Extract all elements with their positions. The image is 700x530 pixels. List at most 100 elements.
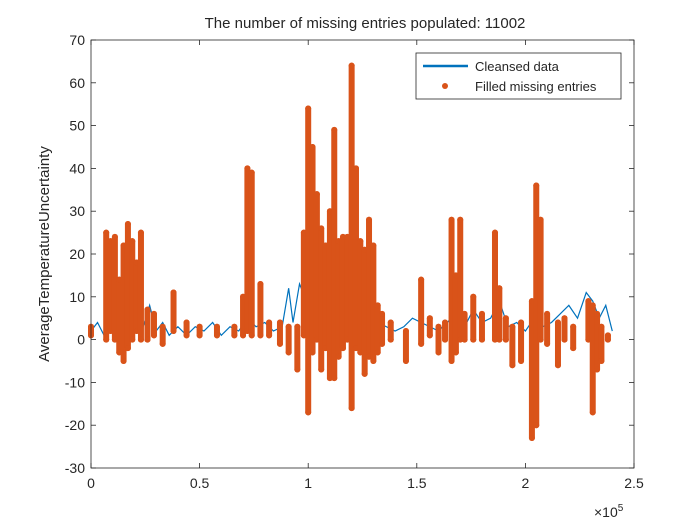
x-exponent-power: 5 xyxy=(618,503,624,514)
filled-entry-point xyxy=(103,336,110,343)
x-tick-label: 0 xyxy=(87,475,95,491)
filled-entry-point xyxy=(448,216,455,223)
filled-entry-column xyxy=(294,323,301,373)
filled-entry-point xyxy=(257,280,264,287)
filled-entry-point xyxy=(129,238,136,245)
filled-entry-point xyxy=(124,345,131,352)
filled-entry-column xyxy=(435,323,442,356)
y-tick-label: 20 xyxy=(69,246,85,262)
filled-entry-point xyxy=(183,319,190,326)
filled-entry-point xyxy=(387,319,394,326)
filled-entry-column xyxy=(518,319,525,364)
filled-entry-point xyxy=(257,332,264,339)
y-axis-label: AverageTemperatureUncertainty xyxy=(36,146,53,362)
y-tick-label: -20 xyxy=(65,417,85,433)
legend-swatch-filled xyxy=(442,83,448,89)
filled-entry-point xyxy=(544,310,551,317)
filled-entry-point xyxy=(554,362,561,369)
filled-entry-column xyxy=(276,319,283,347)
filled-entry-point xyxy=(294,366,301,373)
filled-entry-column xyxy=(305,105,312,416)
filled-entry-column xyxy=(585,298,592,343)
filled-entry-point xyxy=(276,319,283,326)
filled-entry-point xyxy=(533,422,540,429)
filled-entry-point xyxy=(318,366,325,373)
filled-entry-point xyxy=(470,293,477,300)
filled-entry-point xyxy=(496,336,503,343)
filled-entry-point xyxy=(213,323,220,330)
filled-entry-column xyxy=(478,310,485,343)
x-tick-label: 2 xyxy=(522,475,530,491)
filled-entry-column xyxy=(402,328,409,364)
y-tick-label: -10 xyxy=(65,374,85,390)
y-tick-label: 30 xyxy=(69,203,85,219)
filled-entry-column xyxy=(442,319,449,343)
filled-entry-column xyxy=(533,182,540,429)
filled-entry-point xyxy=(594,366,601,373)
y-tick-label: 70 xyxy=(69,32,85,48)
filled-entry-column xyxy=(248,169,255,339)
legend-label-cleansed: Cleansed data xyxy=(475,59,560,74)
filled-entry-point xyxy=(339,345,346,352)
filled-entry-point xyxy=(170,328,177,335)
filled-entry-point xyxy=(598,358,605,364)
filled-entry-column xyxy=(387,319,394,343)
filled-entry-point xyxy=(374,302,381,309)
chart-title: The number of missing entries populated:… xyxy=(205,15,526,32)
filled-entry-point xyxy=(594,310,601,317)
filled-entry-point xyxy=(570,345,577,352)
x-tick-label: 0.5 xyxy=(190,475,210,491)
filled-entry-column xyxy=(326,208,333,382)
filled-entry-column xyxy=(144,306,151,343)
filled-entry-point xyxy=(294,323,301,330)
filled-entry-point xyxy=(478,310,485,317)
filled-entry-point xyxy=(276,340,283,347)
filled-entry-point xyxy=(589,409,596,416)
x-axis-exponent: ×105 xyxy=(594,503,624,520)
filled-entry-point xyxy=(570,323,577,330)
filled-entry-point xyxy=(285,323,292,330)
y-tick-label: 10 xyxy=(69,289,85,305)
filled-entry-column xyxy=(374,302,381,356)
filled-entry-point xyxy=(361,370,368,377)
filled-entry-point xyxy=(244,165,251,172)
filled-entry-point xyxy=(366,216,373,223)
data-layer xyxy=(88,62,613,442)
filled-entry-point xyxy=(448,358,455,364)
y-tick-label: 40 xyxy=(69,160,85,176)
filled-entry-point xyxy=(240,332,247,339)
filled-entry-point xyxy=(418,276,425,283)
filled-entry-column xyxy=(285,323,292,356)
filled-entry-point xyxy=(518,358,525,364)
filled-entry-point xyxy=(170,289,177,296)
filled-entry-column xyxy=(150,310,157,339)
filled-entry-point xyxy=(561,315,568,322)
filled-entry-column xyxy=(570,323,577,352)
filled-entry-column xyxy=(561,315,568,343)
filled-entry-column xyxy=(309,144,316,356)
filled-entry-point xyxy=(248,332,255,339)
filled-entry-point xyxy=(509,323,516,330)
filled-entry-point xyxy=(533,182,540,189)
filled-entry-point xyxy=(561,336,568,343)
y-tick-label: 60 xyxy=(69,75,85,91)
filled-entry-point xyxy=(231,323,238,330)
filled-entry-point xyxy=(537,216,544,223)
filled-entry-column xyxy=(426,315,433,339)
filled-entry-column xyxy=(183,319,190,339)
filled-entry-column xyxy=(159,323,166,347)
filled-entry-point xyxy=(461,336,468,343)
filled-entry-column xyxy=(461,310,468,343)
filled-entry-column xyxy=(213,323,220,339)
filled-entry-point xyxy=(285,349,292,356)
filled-entry-point xyxy=(305,409,312,416)
filled-entry-point xyxy=(266,319,273,326)
svg-text:×105: ×105 xyxy=(594,503,624,520)
filled-entry-point xyxy=(137,336,144,343)
filled-entry-point xyxy=(150,332,157,339)
filled-entry-column xyxy=(231,323,238,339)
filled-entry-point xyxy=(604,332,611,339)
filled-entry-point xyxy=(528,435,535,442)
